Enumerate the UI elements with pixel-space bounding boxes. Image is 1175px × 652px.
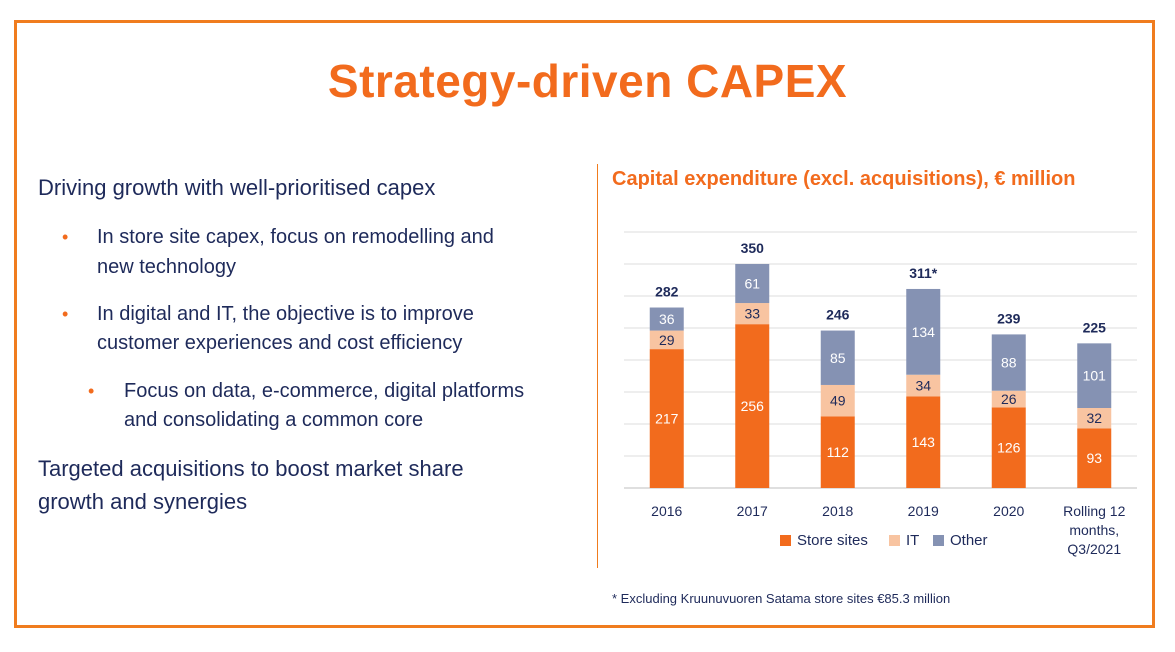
bullet-store-site-line2: new technology (97, 252, 236, 282)
x-tick-label: 2016 (651, 503, 682, 519)
legend-label-store-sites: Store sites (797, 532, 868, 549)
data-label: 61 (744, 276, 760, 292)
page-title: Strategy-driven CAPEX (0, 54, 1175, 108)
data-label: 26 (1001, 391, 1017, 407)
x-tick-label: 2020 (993, 503, 1024, 519)
total-label: 239 (997, 310, 1021, 326)
legend-swatch-it (889, 535, 900, 546)
heading-growth-capex: Driving growth with well-prioritised cap… (38, 172, 558, 204)
data-label: 36 (659, 311, 675, 327)
legend-item-it: IT (889, 532, 919, 549)
data-label: 101 (1083, 368, 1107, 384)
subbullet-data-line2: and consolidating a common core (124, 405, 423, 435)
bullet-store-site-line1: In store site capex, focus on remodellin… (97, 222, 494, 252)
data-label: 143 (912, 434, 936, 450)
legend-item-other: Other (933, 532, 988, 549)
vertical-divider (597, 164, 598, 568)
total-label: 225 (1083, 319, 1107, 335)
x-tick-label: 2018 (822, 503, 853, 519)
total-label: 282 (655, 284, 679, 300)
x-tick-label: Q3/2021 (1067, 541, 1121, 557)
data-label: 29 (659, 332, 675, 348)
legend-item-store-sites: Store sites (780, 532, 868, 549)
data-label: 33 (744, 306, 760, 322)
bullet-digital-it-line2: customer experiences and cost efficiency (97, 328, 462, 358)
data-label: 93 (1086, 450, 1102, 466)
footnote: * Excluding Kruunuvuoren Satama store si… (612, 591, 950, 606)
chart-title: Capital expenditure (excl. acquisitions)… (612, 168, 1075, 191)
data-label: 34 (915, 378, 931, 394)
heading-acquisitions-line1: Targeted acquisitions to boost market sh… (38, 453, 558, 485)
subbullet-data-line1: Focus on data, e-commerce, digital platf… (124, 376, 524, 406)
data-label: 49 (830, 393, 846, 409)
data-label: 126 (997, 440, 1021, 456)
legend-swatch-store-sites (780, 535, 791, 546)
total-label: 311* (909, 265, 938, 281)
capex-chart: 217 29 36 282 2016 256 33 61 350 2017 112 49 85 246 20… (600, 220, 1160, 570)
data-label: 112 (827, 444, 850, 460)
legend-label-it: IT (906, 532, 919, 549)
legend-label-other: Other (950, 532, 988, 549)
data-label: 256 (741, 398, 765, 414)
total-label: 350 (741, 240, 765, 256)
bullet-dot: • (88, 376, 94, 406)
x-tick-label: months, (1069, 522, 1119, 538)
heading-acquisitions-line2: growth and synergies (38, 486, 558, 518)
data-label: 32 (1086, 410, 1102, 426)
bullet-dot: • (62, 222, 68, 252)
data-label: 217 (655, 411, 679, 427)
x-tick-label: Rolling 12 (1063, 503, 1125, 519)
data-label: 85 (830, 350, 846, 366)
bullet-digital-it-line1: In digital and IT, the objective is to i… (97, 299, 474, 329)
legend-swatch-other (933, 535, 944, 546)
bullet-dot: • (62, 299, 68, 329)
data-label: 88 (1001, 355, 1017, 371)
x-tick-label: 2017 (737, 503, 768, 519)
total-label: 246 (826, 307, 850, 323)
data-label: 134 (912, 324, 936, 340)
x-tick-label: 2019 (908, 503, 939, 519)
